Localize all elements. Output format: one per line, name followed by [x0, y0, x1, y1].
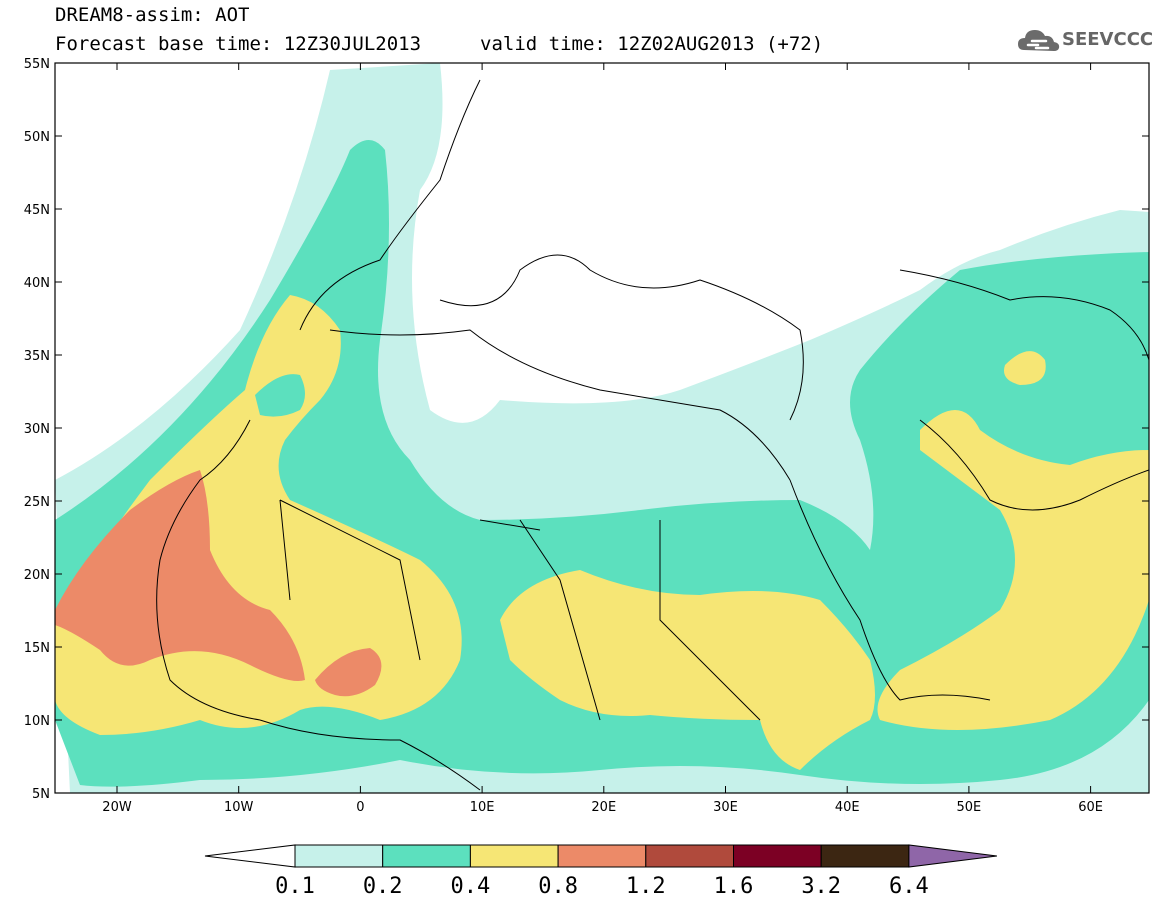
lon-label: 60E — [1078, 800, 1103, 815]
lat-label: 30N — [24, 422, 50, 437]
aot-0.8-region-2 — [315, 648, 382, 697]
colorbar-label: 1.2 — [626, 874, 666, 899]
lat-label: 35N — [24, 349, 50, 364]
lat-label: 5N — [32, 787, 50, 802]
lat-label: 20N — [24, 568, 50, 583]
lon-label: 10E — [470, 800, 495, 815]
lon-label: 30E — [713, 800, 738, 815]
lat-label: 50N — [24, 130, 50, 145]
lon-label: 0 — [356, 800, 364, 815]
colorbar-swatch — [733, 844, 822, 868]
colorbar-label: 3.2 — [801, 874, 841, 899]
map-title: DREAM8-assim: AOT — [55, 4, 250, 26]
lon-label: 40E — [835, 800, 860, 815]
lon-label: 10W — [224, 800, 254, 815]
lat-label: 15N — [24, 641, 50, 656]
colorbar-swatch — [820, 844, 910, 868]
valid-time-label: valid time: 12Z02AUG2013 (+72) — [480, 33, 824, 55]
aot-0.2-patch — [255, 374, 305, 417]
lat-label: 10N — [24, 714, 50, 729]
coastlines — [156, 79, 1149, 791]
base-time-label: Forecast base time: 12Z30JUL2013 — [55, 33, 422, 55]
lat-label: 40N — [24, 276, 50, 291]
lon-label: 50E — [957, 800, 982, 815]
lon-label: 20W — [102, 800, 132, 815]
colorbar-swatch — [557, 844, 647, 868]
cloud-icon — [1018, 30, 1060, 51]
colorbar-arrow-right — [908, 844, 997, 868]
colorbar-label: 6.4 — [889, 874, 929, 899]
lat-label: 45N — [24, 203, 50, 218]
lat-label: 25N — [24, 495, 50, 510]
aot-0.4-region-2 — [500, 570, 875, 770]
aot-0.4-region-3 — [877, 410, 1149, 730]
colorbar-label: 1.6 — [714, 874, 754, 899]
lat-label: 55N — [24, 57, 50, 72]
colorbar-swatch — [382, 844, 471, 868]
colorbar-label: 0.1 — [275, 874, 315, 899]
logo-text: SEEVCCC — [1062, 29, 1154, 50]
colorbar-label: 0.2 — [363, 874, 403, 899]
colorbar-label: 0.8 — [538, 874, 578, 899]
colorbar-swatch — [294, 844, 384, 868]
lon-label: 20E — [591, 800, 616, 815]
colorbar-label: 0.4 — [451, 874, 491, 899]
colorbar-arrow-left — [204, 844, 296, 868]
colorbar-swatch — [645, 844, 734, 868]
aot-0.8-region — [55, 470, 305, 681]
colorbar-swatch — [469, 844, 559, 868]
aot-0.4-region-4 — [1004, 351, 1046, 385]
